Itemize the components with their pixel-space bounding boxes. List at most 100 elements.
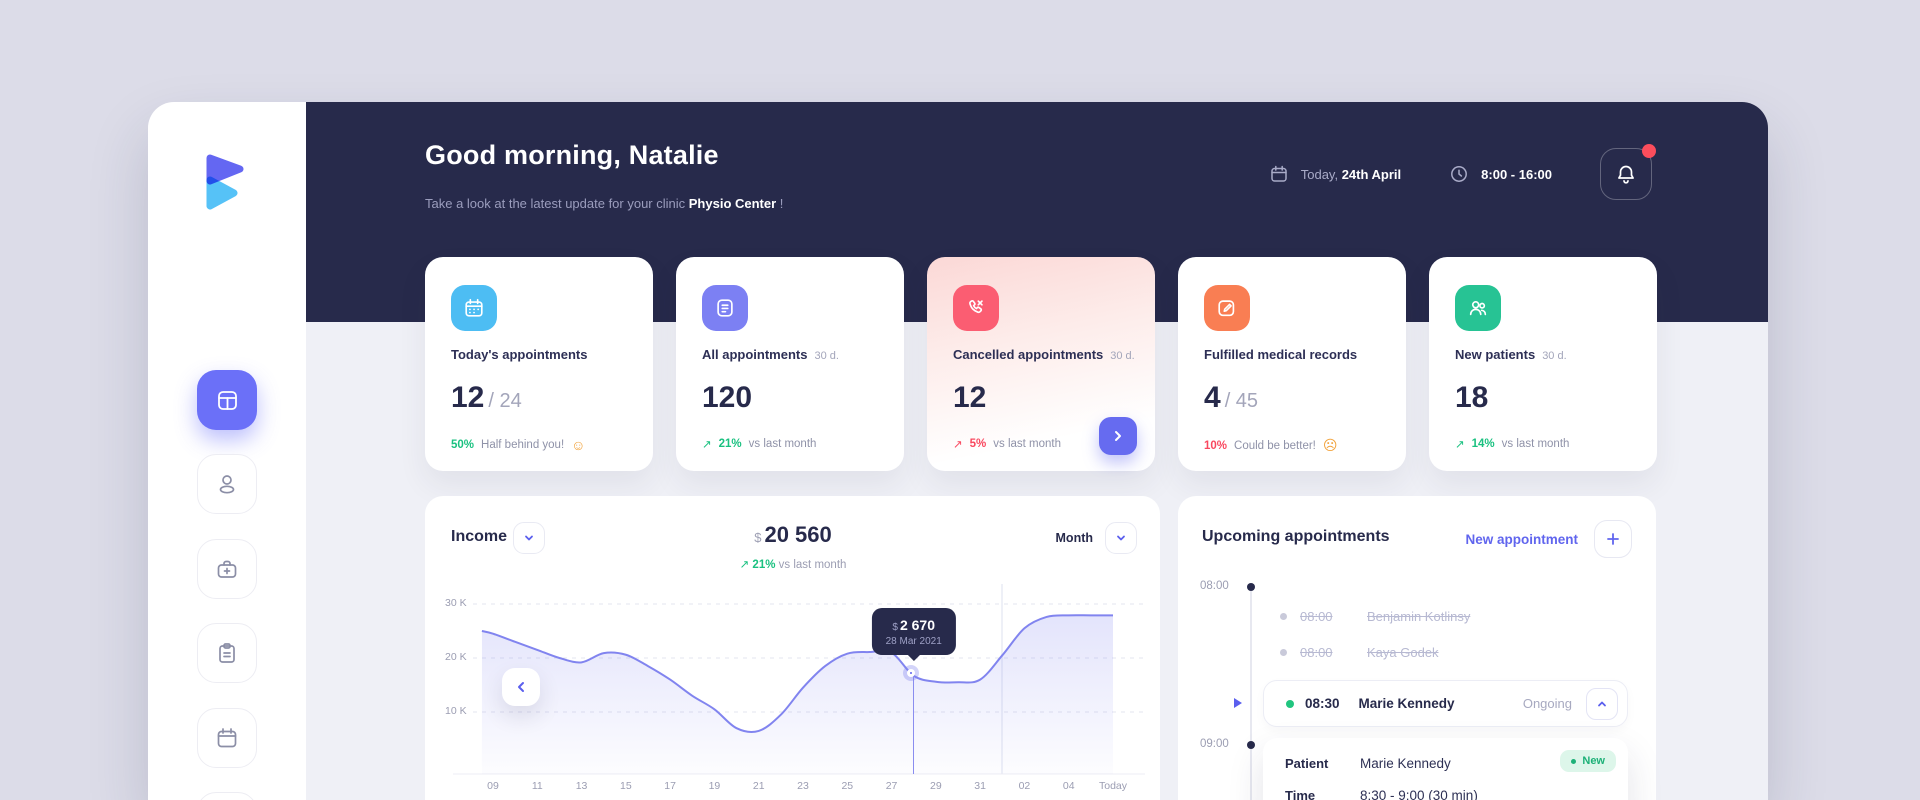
status-dot <box>1280 613 1287 620</box>
x-tick: 25 <box>841 780 854 792</box>
card-value: 12/ 24 <box>451 381 522 414</box>
card-value: 18 <box>1455 381 1489 414</box>
medical-bag-icon <box>215 557 239 581</box>
income-summary: $20 560 ↗ 21% vs last month <box>739 522 847 571</box>
chevron-down-icon <box>1115 532 1127 544</box>
page-subtitle: Take a look at the latest update for you… <box>425 196 784 211</box>
stat-card-all-appointments: All appointments 30 d. 120 ↗ 21% vs last … <box>676 257 904 471</box>
notification-badge <box>1642 144 1656 158</box>
card-footnote: 50% Half behind you! ☺ <box>451 437 586 453</box>
x-tick: 21 <box>752 780 765 792</box>
sad-face-icon: ☹ <box>1322 437 1338 453</box>
timeline-marker-0800: 08:00 <box>1200 580 1229 592</box>
highlight-line <box>912 675 915 774</box>
cancelled-details-button[interactable] <box>1099 417 1137 455</box>
highlight-point[interactable] <box>906 668 915 677</box>
x-tick: 31 <box>974 780 986 792</box>
date-value: 24th April <box>1341 166 1402 182</box>
calendar-icon <box>215 726 239 750</box>
card-title: Fulfilled medical records <box>1204 347 1358 362</box>
clinic-name: Physio Center <box>688 196 777 211</box>
x-tick: 17 <box>664 780 676 792</box>
x-tick: 23 <box>797 780 809 792</box>
sidebar-item-dashboard[interactable] <box>197 370 257 430</box>
trend-up-icon: ↗ <box>702 439 712 451</box>
card-value: 12 <box>953 381 987 414</box>
x-tick: 02 <box>1018 780 1031 792</box>
sidebar-item-more[interactable] <box>197 792 257 800</box>
chart-prev-button[interactable] <box>502 668 540 706</box>
income-chart <box>453 584 1145 775</box>
calendar-small-icon <box>1269 164 1289 184</box>
hours-value: 8:00 - 16:00 <box>1481 166 1552 182</box>
working-hours: 8:00 - 16:00 <box>1449 164 1552 184</box>
appointment-detail-card: Patient Marie Kennedy New Time 8:30 - 9:… <box>1263 738 1628 800</box>
ongoing-status-dot <box>1286 699 1294 708</box>
document-icon <box>702 285 748 331</box>
new-patient-badge: New <box>1560 750 1616 772</box>
sidebar-item-calendar[interactable] <box>197 708 257 768</box>
time-row: Time 8:30 - 9:00 (30 min) <box>1285 788 1478 800</box>
chart-tooltip: $2 670 28 Mar 2021 <box>871 607 956 655</box>
status-badge: Ongoing <box>1522 696 1572 711</box>
card-title: All appointments 30 d. <box>702 347 839 362</box>
bell-icon <box>1614 162 1638 186</box>
dashboard-icon <box>216 389 239 412</box>
edit-square-icon <box>1204 285 1250 331</box>
sidebar-item-medical-kit[interactable] <box>197 539 257 599</box>
greeting-block: Good morning, Natalie Take a look at the… <box>425 140 783 211</box>
range-dropdown[interactable] <box>1105 522 1137 554</box>
phone-missed-icon <box>953 285 999 331</box>
stat-card-todays-appointments: Today's appointments 12/ 24 50% Half beh… <box>425 257 653 471</box>
plus-icon <box>1605 531 1621 547</box>
cancelled-appointment-row[interactable]: 08:00 Benjamin Kotlinsy <box>1280 609 1470 624</box>
upcoming-appointments-panel: Upcoming appointments New appointment 08… <box>1178 496 1656 800</box>
timeline-dot <box>1247 583 1255 591</box>
trend-up-icon: ↗ <box>953 439 963 451</box>
y-tick: 10 K <box>445 705 467 717</box>
patient-row: Patient Marie Kennedy <box>1285 756 1451 771</box>
timeline-marker-0900: 09:00 <box>1200 738 1229 750</box>
cancelled-appointment-row[interactable]: 08:00 Kaya Godek <box>1280 645 1439 660</box>
calendar-icon <box>451 285 497 331</box>
appointments-title: Upcoming appointments <box>1202 528 1390 545</box>
x-tick: Today <box>1098 780 1128 792</box>
add-appointment-button[interactable] <box>1594 520 1632 558</box>
x-tick: 29 <box>930 780 942 792</box>
y-tick: 30 K <box>445 597 467 609</box>
sidebar <box>148 102 306 800</box>
income-amount: 20 560 <box>764 522 832 547</box>
clipboard-icon <box>215 641 239 665</box>
sidebar-item-records[interactable] <box>197 623 257 683</box>
collapse-button[interactable] <box>1586 687 1618 720</box>
card-title: Today's appointments <box>451 347 588 362</box>
chevron-right-icon <box>1111 429 1125 443</box>
new-appointment-link[interactable]: New appointment <box>1465 532 1578 547</box>
x-tick: 13 <box>575 780 588 792</box>
page-title: Good morning, Natalie <box>425 140 719 170</box>
y-tick: 20 K <box>445 651 467 663</box>
income-panel: Income $20 560 ↗ 21% vs last month Month <box>425 496 1160 800</box>
stat-card-fulfilled-records: Fulfilled medical records 4/ 45 10% Coul… <box>1178 257 1406 471</box>
x-tick: 11 <box>531 780 543 792</box>
notifications-button[interactable] <box>1600 144 1656 200</box>
income-metric-dropdown[interactable] <box>513 522 545 554</box>
badge-dot <box>1571 758 1577 764</box>
range-label: Month <box>1055 531 1093 545</box>
chevron-down-icon <box>523 532 535 544</box>
x-tick: 27 <box>885 780 898 792</box>
timeline-line <box>1250 591 1252 800</box>
card-title: New patients 30 d. <box>1455 347 1567 362</box>
card-footnote: ↗ 14% vs last month <box>1455 438 1570 451</box>
card-title: Cancelled appointments 30 d. <box>953 347 1135 362</box>
person-icon <box>215 472 239 496</box>
current-date: Today, 24th April <box>1269 164 1401 184</box>
trend-up-icon: ↗ <box>739 559 750 571</box>
sidebar-item-patients[interactable] <box>197 454 257 514</box>
timeline-dot <box>1247 741 1255 749</box>
active-appointment-row[interactable]: 08:30 Marie Kennedy Ongoing <box>1263 680 1628 727</box>
card-footnote: ↗ 21% vs last month <box>702 438 817 451</box>
x-tick: 19 <box>708 780 721 792</box>
card-value: 120 <box>702 381 753 414</box>
